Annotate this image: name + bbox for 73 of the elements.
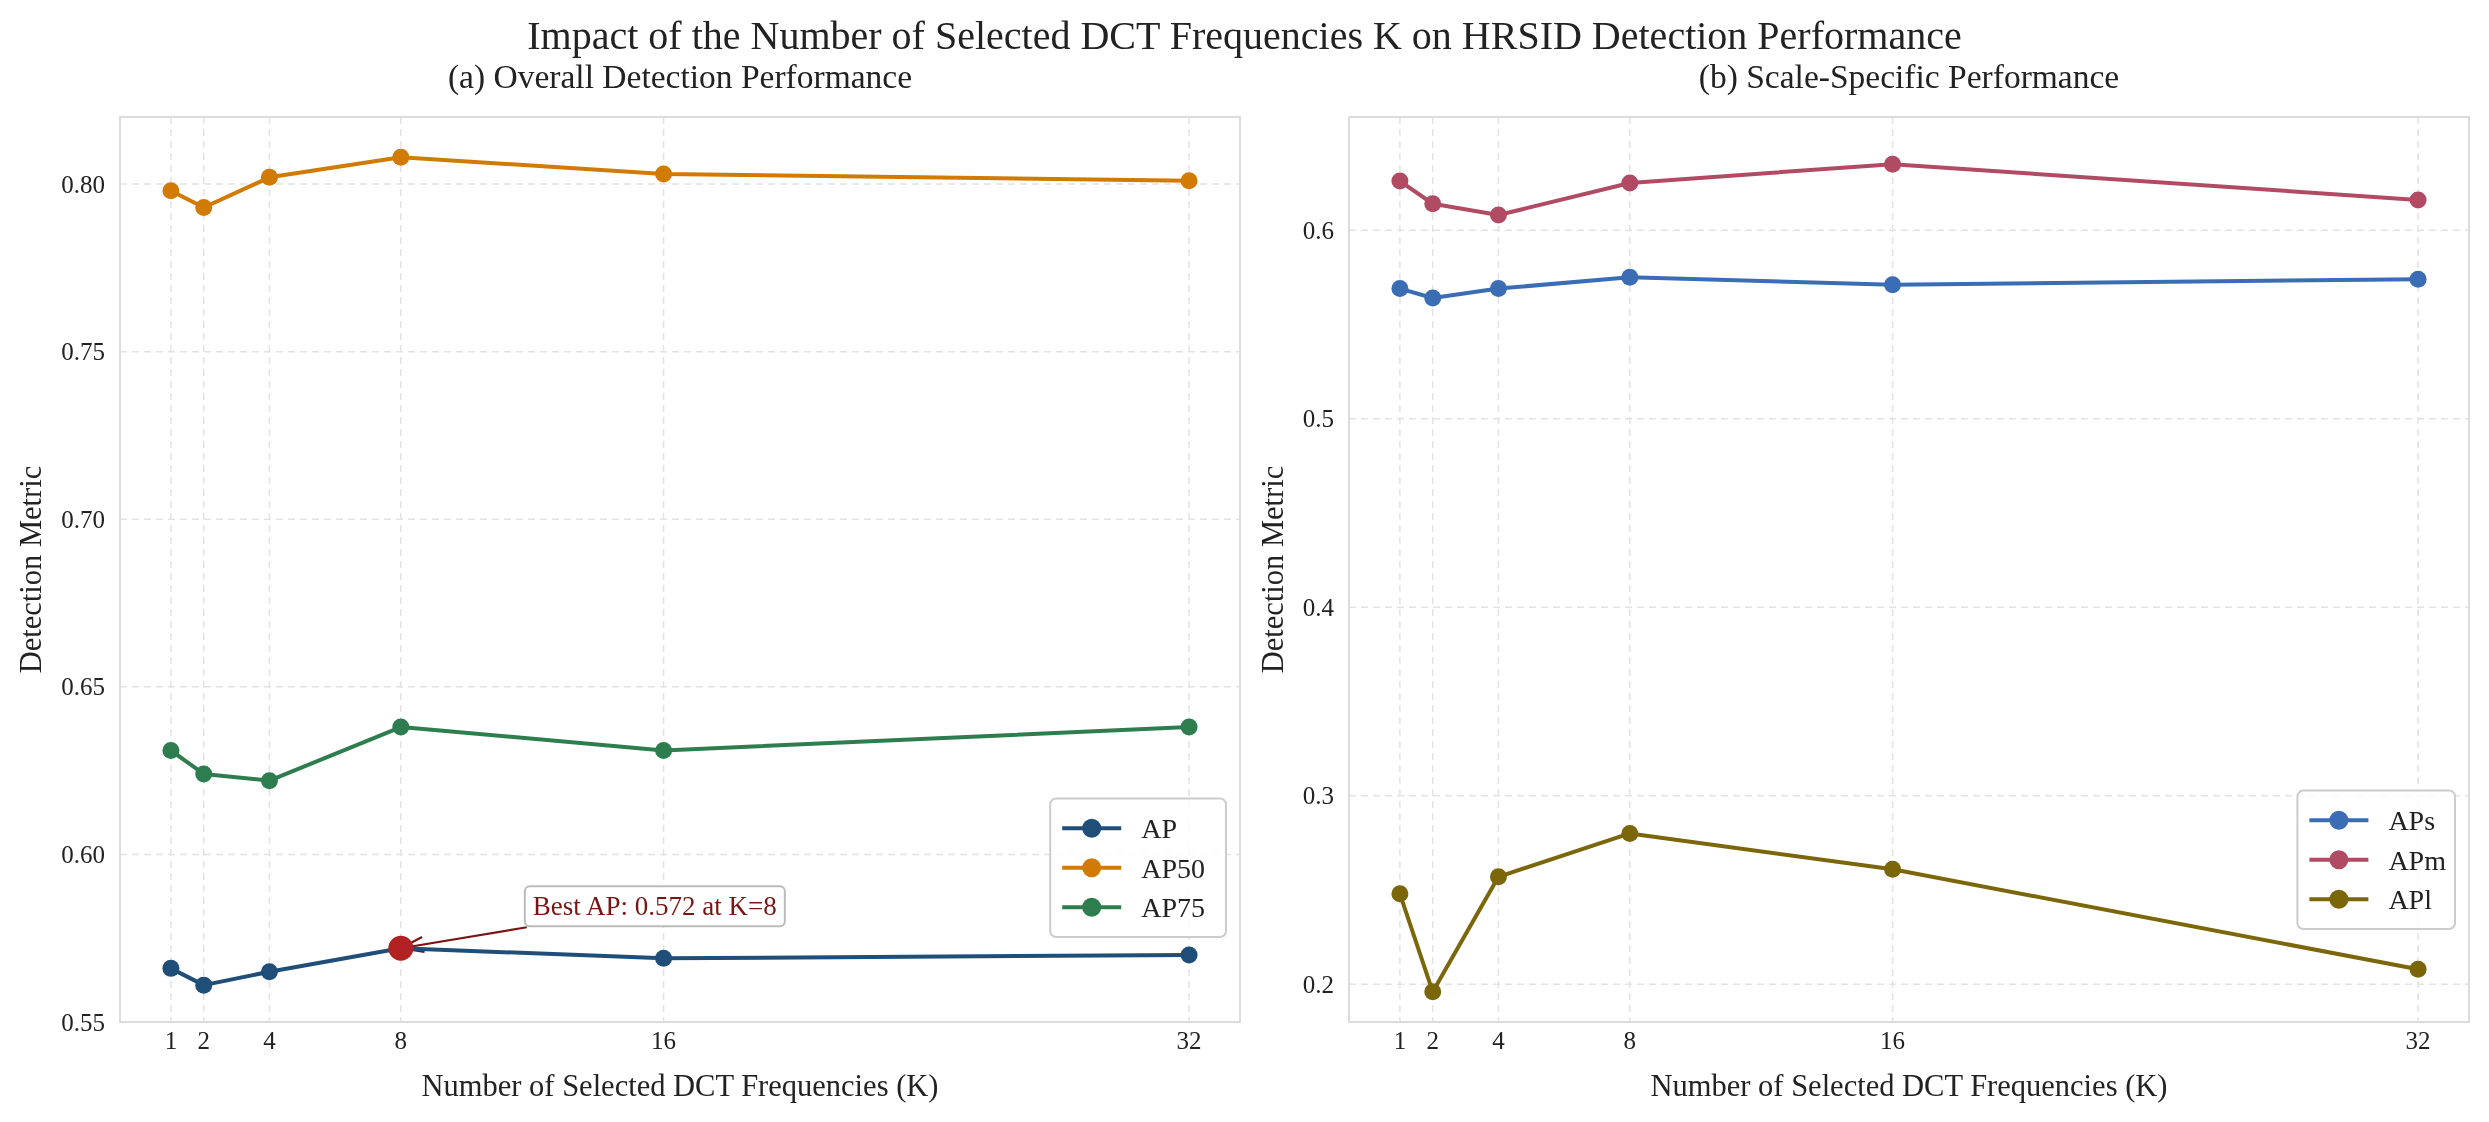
- y-tick-label: 0.60: [61, 840, 105, 868]
- y-tick-label: 0.80: [61, 170, 105, 198]
- point: [1391, 885, 1409, 903]
- point: [1489, 280, 1507, 298]
- point: [655, 742, 673, 759]
- legend-label: APm: [2388, 844, 2447, 876]
- y-tick-label: 0.4: [1302, 593, 1335, 621]
- point: [392, 148, 410, 166]
- x-tick-label: 8: [1623, 1027, 1637, 1054]
- point: [1424, 289, 1442, 307]
- legend-label: AP: [1141, 812, 1177, 844]
- y-tick-label: 0.65: [61, 673, 105, 701]
- point: [195, 199, 213, 216]
- point: [162, 959, 180, 977]
- x-tick-label: 2: [197, 1027, 210, 1054]
- point: [1489, 868, 1507, 886]
- point: [1884, 276, 1902, 294]
- point: [162, 182, 180, 200]
- x-tick-label: 4: [1492, 1027, 1506, 1054]
- legend-label: APl: [2388, 883, 2433, 915]
- x-tick-label: 1: [164, 1027, 178, 1054]
- x-tick-label: 16: [651, 1027, 677, 1054]
- point: [2409, 960, 2427, 978]
- point: [1424, 983, 1442, 1001]
- x-tick-label: 2: [1426, 1027, 1439, 1054]
- point: [260, 772, 278, 790]
- point: [1621, 268, 1639, 286]
- point: [2409, 191, 2427, 209]
- legend-label: APs: [2388, 804, 2436, 836]
- point: [1884, 155, 1902, 173]
- point: [2409, 270, 2427, 288]
- point: [1424, 195, 1442, 213]
- x-tick-label: 8: [394, 1027, 408, 1054]
- y-tick-label: 0.55: [61, 1008, 105, 1036]
- x-axis-title: Number of Selected DCT Frequencies (K): [421, 1069, 939, 1103]
- point: [655, 949, 673, 967]
- x-tick-label: 4: [263, 1027, 277, 1054]
- x-axis-title: Number of Selected DCT Frequencies (K): [1650, 1069, 2168, 1103]
- x-tick-label: 1: [1393, 1027, 1407, 1054]
- point: [1489, 206, 1507, 224]
- y-tick-label: 0.5: [1302, 405, 1334, 433]
- y-tick-label: 0.3: [1302, 782, 1334, 810]
- y-tick-label: 0.75: [61, 338, 105, 366]
- point: [1180, 172, 1198, 190]
- x-tick-label: 32: [2405, 1027, 2431, 1054]
- point: [1180, 946, 1198, 964]
- point: [162, 742, 180, 759]
- chart-subtitle: (b) Scale-Specific Performance: [1698, 58, 2120, 96]
- y-tick-label: 0.2: [1302, 970, 1334, 998]
- x-tick-label: 32: [1176, 1027, 1202, 1054]
- y-tick-label: 0.70: [61, 505, 105, 533]
- y-axis-title: Detection Metric: [14, 465, 49, 674]
- point: [195, 976, 213, 994]
- point: [1391, 172, 1409, 190]
- chart-title: Impact of the Number of Selected DCT Frequencies K on HRSID Detection Performance: [527, 13, 1962, 58]
- legend-label: AP75: [1141, 891, 1205, 923]
- point: [1621, 824, 1639, 842]
- point: [1884, 860, 1902, 878]
- annotation: Best AP: 0.572 at K=8: [532, 891, 777, 922]
- x-tick-label: 16: [1880, 1027, 1906, 1054]
- point: [392, 718, 410, 736]
- y-tick-label: 0.6: [1302, 216, 1334, 244]
- point: [260, 168, 278, 186]
- point: [195, 765, 213, 783]
- point: [655, 165, 673, 183]
- chart-subtitle: (a) Overall Detection Performance: [447, 58, 913, 96]
- point: [1180, 718, 1198, 736]
- legend-label: AP50: [1141, 852, 1205, 884]
- point: [1621, 174, 1639, 192]
- point: [388, 935, 414, 961]
- point: [1391, 280, 1409, 298]
- point: [260, 963, 278, 981]
- y-axis-title: Detection Metric: [1255, 465, 1290, 674]
